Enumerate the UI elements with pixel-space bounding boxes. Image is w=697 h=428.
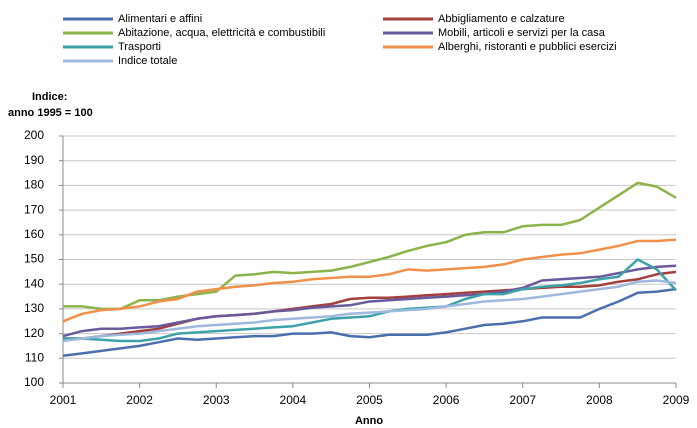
legend-label: Alberghi, ristoranti e pubblici esercizi: [438, 41, 617, 53]
y-tick-label: 100: [24, 375, 44, 389]
series-line: [62, 287, 677, 358]
y-axis-label: anno 1995 = 100: [8, 107, 93, 119]
x-tick-label: 2003: [203, 393, 230, 407]
series-line: [62, 264, 677, 338]
y-tick-label: 120: [24, 326, 44, 340]
y-axis-label: Indice:: [32, 91, 67, 103]
x-tick-label: 2006: [433, 393, 460, 407]
legend-label: Indice totale: [118, 55, 177, 67]
series-line: [63, 181, 677, 311]
legend-label: Abbigliamento e calzature: [438, 13, 565, 25]
x-tick-label: 2009: [663, 393, 690, 407]
y-tick-label: 140: [24, 276, 44, 290]
series-line: [63, 258, 677, 343]
y-tick-label: 170: [24, 202, 44, 216]
x-tick-label: 2008: [586, 393, 613, 407]
series-line: [63, 270, 677, 340]
y-tick-label: 160: [24, 227, 44, 241]
x-tick-label: 2005: [356, 393, 383, 407]
x-tick-label: 2007: [509, 393, 536, 407]
y-tick-label: 180: [24, 178, 44, 192]
series-line: [62, 279, 677, 343]
legend-label: Alimentari e affini: [118, 13, 202, 25]
legend-label: Abitazione, acqua, elettricità e combust…: [118, 27, 325, 39]
y-tick-label: 190: [24, 153, 44, 167]
x-tick-label: 2001: [50, 393, 77, 407]
y-tick-label: 110: [25, 350, 44, 364]
y-tick-label: 130: [24, 301, 44, 315]
y-tick-label: 200: [24, 128, 44, 142]
legend-label: Trasporti: [118, 41, 161, 53]
x-tick-label: 2004: [280, 393, 307, 407]
series-line: [62, 238, 677, 323]
x-axis-label: Anno: [355, 415, 383, 427]
x-tick-label: 2002: [126, 393, 153, 407]
y-tick-label: 150: [24, 252, 44, 266]
legend-label: Mobili, articoli e servizi per la casa: [438, 27, 606, 39]
